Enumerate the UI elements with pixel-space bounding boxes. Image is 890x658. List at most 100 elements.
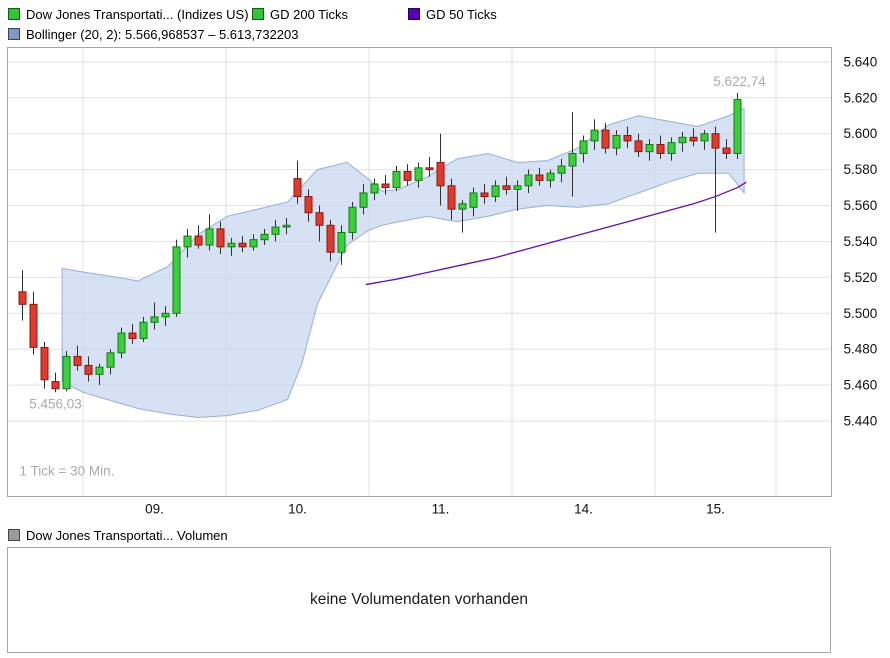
- candle-body: [62, 355, 71, 390]
- legend-label-gd50: GD 50 Ticks: [426, 6, 497, 22]
- candle-body: [502, 185, 511, 190]
- candle-body: [326, 224, 335, 253]
- candle-body: [194, 235, 203, 246]
- candle-body: [491, 185, 500, 198]
- bollinger-band: [61, 107, 745, 418]
- candle-body: [139, 321, 148, 339]
- candle-body: [304, 196, 313, 214]
- x-tick-label: 09.: [145, 502, 164, 517]
- candle-body: [623, 135, 632, 142]
- candle-body: [117, 332, 126, 354]
- y-tick-label: 5.440: [844, 414, 878, 429]
- y-tick-label: 5.560: [844, 198, 878, 213]
- candle-body: [480, 192, 489, 198]
- candle-body: [645, 143, 654, 153]
- candle-body: [612, 135, 621, 149]
- candle-body: [238, 242, 247, 248]
- gd50-line: [365, 181, 747, 286]
- legend-label-volume: Dow Jones Transportati... Volumen: [26, 527, 228, 543]
- tick-interval-note: 1 Tick = 30 Min.: [20, 464, 115, 479]
- legend-label-gd200: GD 200 Ticks: [270, 6, 349, 22]
- price-legend-row: Dow Jones Transportati... (Indizes US) G…: [8, 6, 890, 22]
- candle-body: [656, 143, 665, 154]
- y-tick-label: 5.640: [844, 54, 878, 69]
- candle-body: [205, 228, 214, 246]
- candle-body: [568, 152, 577, 167]
- legend-item-index: Dow Jones Transportati... (Indizes US): [8, 7, 252, 22]
- candle-body: [260, 233, 269, 241]
- x-tick-label: 14.: [574, 502, 593, 517]
- candle-body: [458, 203, 467, 210]
- low-label: 5.456,03: [29, 396, 82, 411]
- candle-body: [535, 174, 544, 181]
- volume-panel: keine Volumendaten vorhanden: [7, 547, 831, 653]
- price-chart: 5.640 5.620 5.600 5.580 5.560 5.540 5.520 5.500…: [7, 47, 878, 517]
- candle-body: [106, 352, 115, 368]
- y-tick-label: 5.580: [844, 162, 878, 177]
- legend-item-gd200: GD 200 Ticks: [252, 7, 408, 22]
- candle-body: [436, 161, 445, 187]
- candle-body: [447, 185, 456, 210]
- candle-body: [161, 312, 170, 318]
- high-label: 5.622,74: [713, 74, 766, 89]
- candle-body: [700, 133, 709, 142]
- y-tick-label: 5.620: [844, 90, 878, 105]
- candle-body: [73, 355, 82, 366]
- price-panel-border: [7, 47, 832, 497]
- candle-body: [601, 129, 610, 149]
- candle-body: [392, 170, 401, 189]
- legend-item-bollinger: Bollinger (20, 2): 5.566,968537 – 5.613,…: [8, 27, 299, 42]
- bollinger-legend-row: Bollinger (20, 2): 5.566,968537 – 5.613,…: [8, 26, 890, 42]
- candle-body: [337, 231, 346, 253]
- legend-label-bollinger: Bollinger (20, 2): 5.566,968537 – 5.613,…: [26, 26, 299, 42]
- legend-item-gd50: GD 50 Ticks: [408, 7, 497, 22]
- candle-body: [711, 133, 720, 149]
- candle-body: [29, 303, 38, 348]
- candle-body: [282, 224, 291, 228]
- bollinger-swatch-icon: [8, 28, 20, 40]
- x-tick-label: 10.: [288, 502, 307, 517]
- y-tick-label: 5.480: [844, 342, 878, 357]
- candle-body: [469, 192, 478, 208]
- y-tick-label: 5.500: [844, 306, 878, 321]
- y-tick-label: 5.540: [844, 234, 878, 249]
- candle-body: [546, 172, 555, 181]
- volume-swatch-icon: [8, 529, 20, 541]
- y-tick-label: 5.520: [844, 270, 878, 285]
- candle-body: [150, 316, 159, 323]
- candle-body: [128, 332, 137, 339]
- volume-legend-row: Dow Jones Transportati... Volumen: [8, 527, 890, 543]
- candle-body: [18, 291, 27, 305]
- y-tick-label: 5.460: [844, 378, 878, 393]
- candle-body: [51, 381, 60, 390]
- candle-body: [425, 167, 434, 171]
- candle-body: [40, 346, 49, 381]
- candle-body: [403, 170, 412, 181]
- candle-body: [95, 366, 104, 375]
- index-series-swatch-icon: [8, 8, 20, 20]
- candle-body: [271, 226, 280, 235]
- volume-empty-message: keine Volumendaten vorhanden: [309, 591, 529, 608]
- candle-body: [524, 174, 533, 187]
- candle-body: [733, 99, 742, 154]
- candle-body: [722, 147, 731, 154]
- candle-body: [513, 185, 522, 190]
- candle-body: [557, 165, 566, 174]
- x-tick-label: 11.: [432, 502, 450, 517]
- candle-body: [183, 235, 192, 248]
- candle-body: [84, 364, 93, 375]
- y-tick-label: 5.600: [844, 126, 878, 141]
- candle-body: [381, 183, 390, 189]
- legend-label-index: Dow Jones Transportati... (Indizes US): [26, 6, 249, 22]
- x-tick-label: 15.: [706, 502, 725, 517]
- candle-body: [216, 228, 225, 248]
- candle-body: [590, 129, 599, 142]
- candle-body: [414, 167, 423, 181]
- candle-body: [293, 178, 302, 198]
- candle-body: [370, 183, 379, 194]
- candle-body: [249, 239, 258, 248]
- gd200-swatch-icon: [252, 8, 264, 20]
- candle-body: [315, 212, 324, 226]
- candle-body: [689, 136, 698, 142]
